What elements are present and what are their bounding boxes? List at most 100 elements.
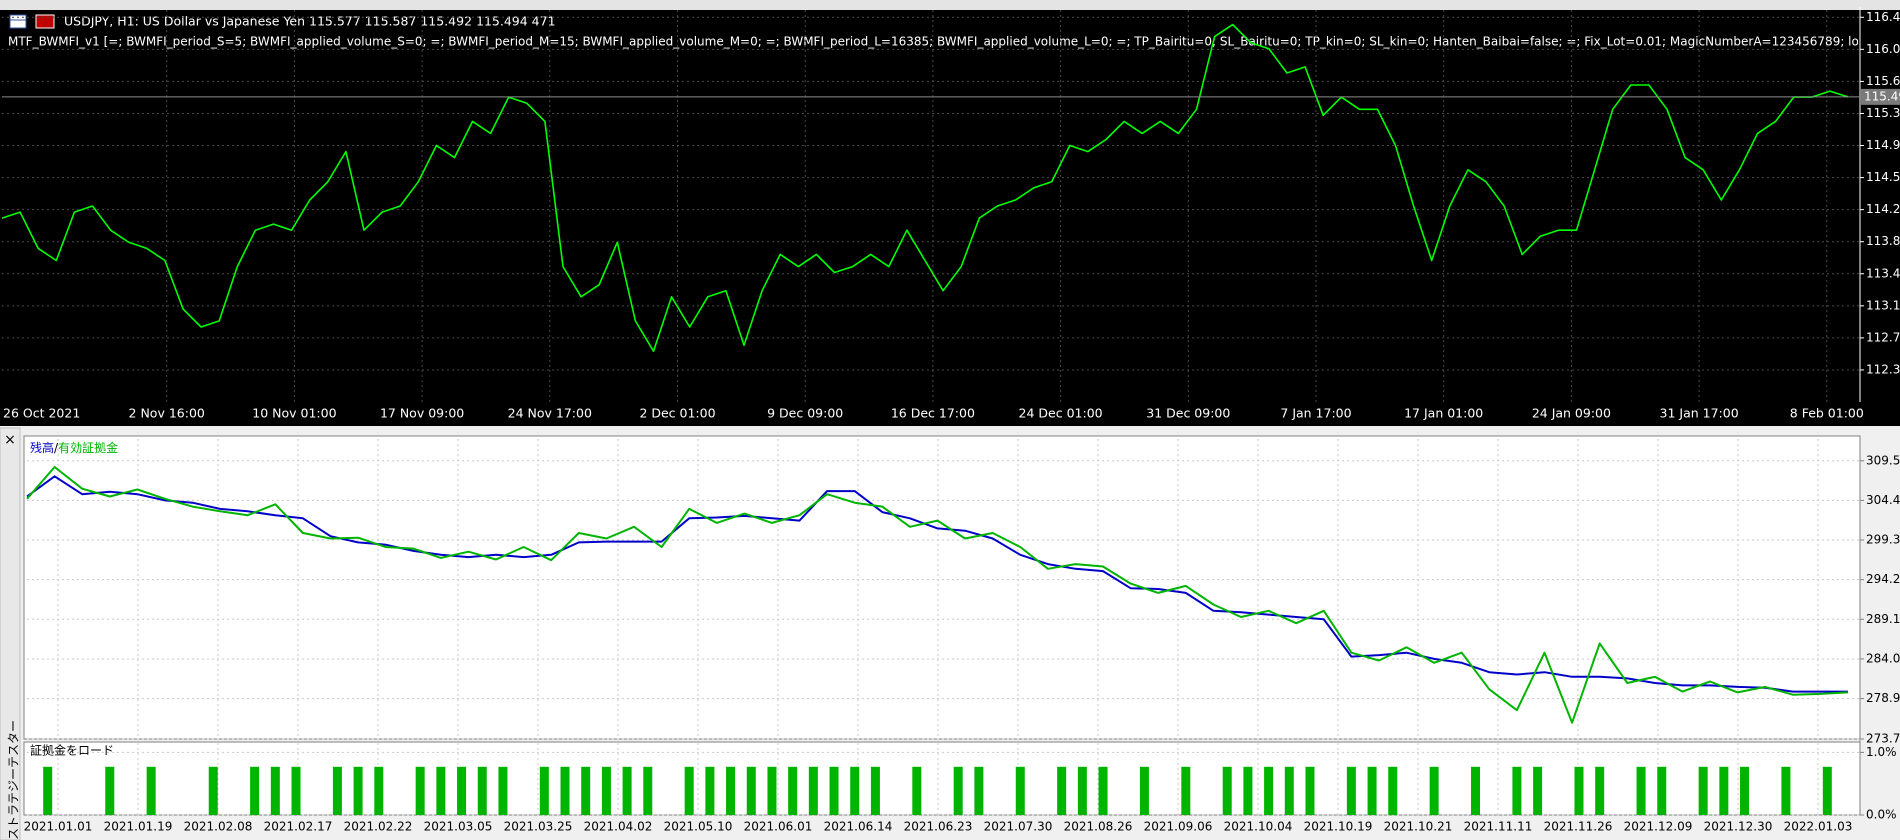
tester-tab bbox=[0, 427, 21, 840]
y-tick-label: 1.0% bbox=[1866, 745, 1897, 759]
tester-tab-label[interactable]: ストラテジーテスター bbox=[7, 720, 21, 840]
margin-chart-bg bbox=[23, 741, 1861, 816]
bar bbox=[415, 766, 425, 815]
bar bbox=[105, 766, 115, 815]
bar bbox=[539, 766, 549, 815]
y-tick-label: 115.670 bbox=[1866, 74, 1900, 88]
x-tick-label: 2 Nov 16:00 bbox=[129, 406, 205, 421]
x-tick-label: 2021.02.17 bbox=[264, 820, 333, 834]
bar bbox=[601, 766, 611, 815]
x-tick-label: 2021.05.10 bbox=[664, 820, 733, 834]
bar bbox=[208, 766, 218, 815]
x-tick-label: 2021.03.25 bbox=[504, 820, 573, 834]
bar bbox=[498, 766, 508, 815]
y-tick-label: 114.940 bbox=[1866, 138, 1900, 152]
bar bbox=[1429, 766, 1439, 815]
y-tick-label: 0.0% bbox=[1866, 808, 1897, 822]
bar bbox=[808, 766, 818, 815]
x-tick-label: 2021.11.11 bbox=[1464, 820, 1533, 834]
y-tick-label: 113.845 bbox=[1866, 234, 1900, 248]
current-price-label: 115.494 bbox=[1864, 89, 1900, 103]
x-tick-label: 2021.08.26 bbox=[1064, 820, 1133, 834]
y-tick-label: 112.750 bbox=[1866, 330, 1900, 344]
bar bbox=[1243, 766, 1253, 815]
x-tick-label: 10 Nov 01:00 bbox=[252, 406, 336, 421]
y-tick-label: 294.2 bbox=[1866, 572, 1900, 586]
bar bbox=[1181, 766, 1191, 815]
chart-icon bbox=[9, 14, 27, 29]
y-tick-label: 116.035 bbox=[1866, 42, 1900, 56]
x-tick-label: 2021.10.21 bbox=[1384, 820, 1453, 834]
y-tick-label: 284.0 bbox=[1866, 651, 1900, 665]
y-tick-label: 112.385 bbox=[1866, 362, 1900, 376]
bar bbox=[684, 766, 694, 815]
bar bbox=[1305, 766, 1315, 815]
x-tick-label: 31 Dec 09:00 bbox=[1146, 406, 1230, 421]
y-tick-label: 116.400 bbox=[1866, 10, 1900, 24]
bar bbox=[953, 766, 963, 815]
bar bbox=[1222, 766, 1232, 815]
bar bbox=[788, 766, 798, 815]
y-tick-label: 114.210 bbox=[1866, 202, 1900, 216]
current-price-box bbox=[1861, 88, 1900, 105]
x-tick-label: 17 Nov 09:00 bbox=[380, 406, 464, 421]
x-tick-label: 2022.01.03 bbox=[1784, 820, 1853, 834]
bar bbox=[332, 766, 342, 815]
bar bbox=[374, 766, 384, 815]
x-tick-label: 2021.02.08 bbox=[184, 820, 253, 834]
y-tick-label: 113.115 bbox=[1866, 298, 1900, 312]
x-tick-label: 2021.06.01 bbox=[744, 820, 813, 834]
bar bbox=[1512, 766, 1522, 815]
bar bbox=[477, 766, 487, 815]
x-tick-label: 16 Dec 17:00 bbox=[891, 406, 975, 421]
bar bbox=[581, 766, 591, 815]
symbol-header: USDJPY, H1: US Dollar vs Japanese Yen 11… bbox=[64, 14, 556, 29]
y-tick-label: 278.9 bbox=[1866, 691, 1900, 705]
x-tick-label: 17 Jan 01:00 bbox=[1404, 406, 1483, 421]
x-tick-label: 2021.12.09 bbox=[1624, 820, 1693, 834]
x-tick-label: 2021.02.22 bbox=[344, 820, 413, 834]
bar bbox=[1781, 766, 1791, 815]
bar bbox=[1264, 766, 1274, 815]
bar bbox=[726, 766, 736, 815]
x-tick-label: 2021.06.23 bbox=[904, 820, 973, 834]
y-tick-label: 273.7 bbox=[1866, 732, 1900, 746]
x-tick-label: 2021.09.06 bbox=[1144, 820, 1213, 834]
bar bbox=[1346, 766, 1356, 815]
x-tick-label: 2021.01.19 bbox=[104, 820, 173, 834]
bar bbox=[643, 766, 653, 815]
bar bbox=[353, 766, 363, 815]
bar bbox=[1367, 766, 1377, 815]
bar bbox=[457, 766, 467, 815]
x-tick-label: 8 Feb 01:00 bbox=[1790, 406, 1864, 421]
bar bbox=[1822, 766, 1832, 815]
x-tick-label: 2021.10.19 bbox=[1304, 820, 1373, 834]
data-line bbox=[26, 475, 1848, 693]
bar bbox=[1077, 766, 1087, 815]
legend-equity: 有効証拠金 bbox=[58, 440, 118, 455]
bar bbox=[974, 766, 984, 815]
bar bbox=[1740, 766, 1750, 815]
x-tick-label: 31 Jan 17:00 bbox=[1660, 406, 1739, 421]
bar bbox=[1595, 766, 1605, 815]
bar bbox=[1574, 766, 1584, 815]
bar bbox=[1284, 766, 1294, 815]
bar bbox=[43, 766, 53, 815]
time-axis-bg bbox=[0, 404, 1900, 426]
x-tick-label: 24 Nov 17:00 bbox=[508, 406, 592, 421]
bar bbox=[767, 766, 777, 815]
legend-balance: 残高 bbox=[30, 440, 54, 455]
bar bbox=[850, 766, 860, 815]
y-tick-label: 289.1 bbox=[1866, 612, 1900, 626]
bar bbox=[912, 766, 922, 815]
bar bbox=[1388, 766, 1398, 815]
data-line bbox=[26, 466, 1849, 724]
price-chart-bg bbox=[0, 10, 1900, 404]
bar bbox=[291, 766, 301, 815]
bar bbox=[1098, 766, 1108, 815]
x-tick-label: 7 Jan 17:00 bbox=[1280, 406, 1351, 421]
bar bbox=[1698, 766, 1708, 815]
ea-parameters: MTF_BWMFI_v1 [=; BWMFI_period_S=5; BWMFI… bbox=[8, 35, 1900, 49]
close-button[interactable]: × bbox=[4, 432, 16, 448]
